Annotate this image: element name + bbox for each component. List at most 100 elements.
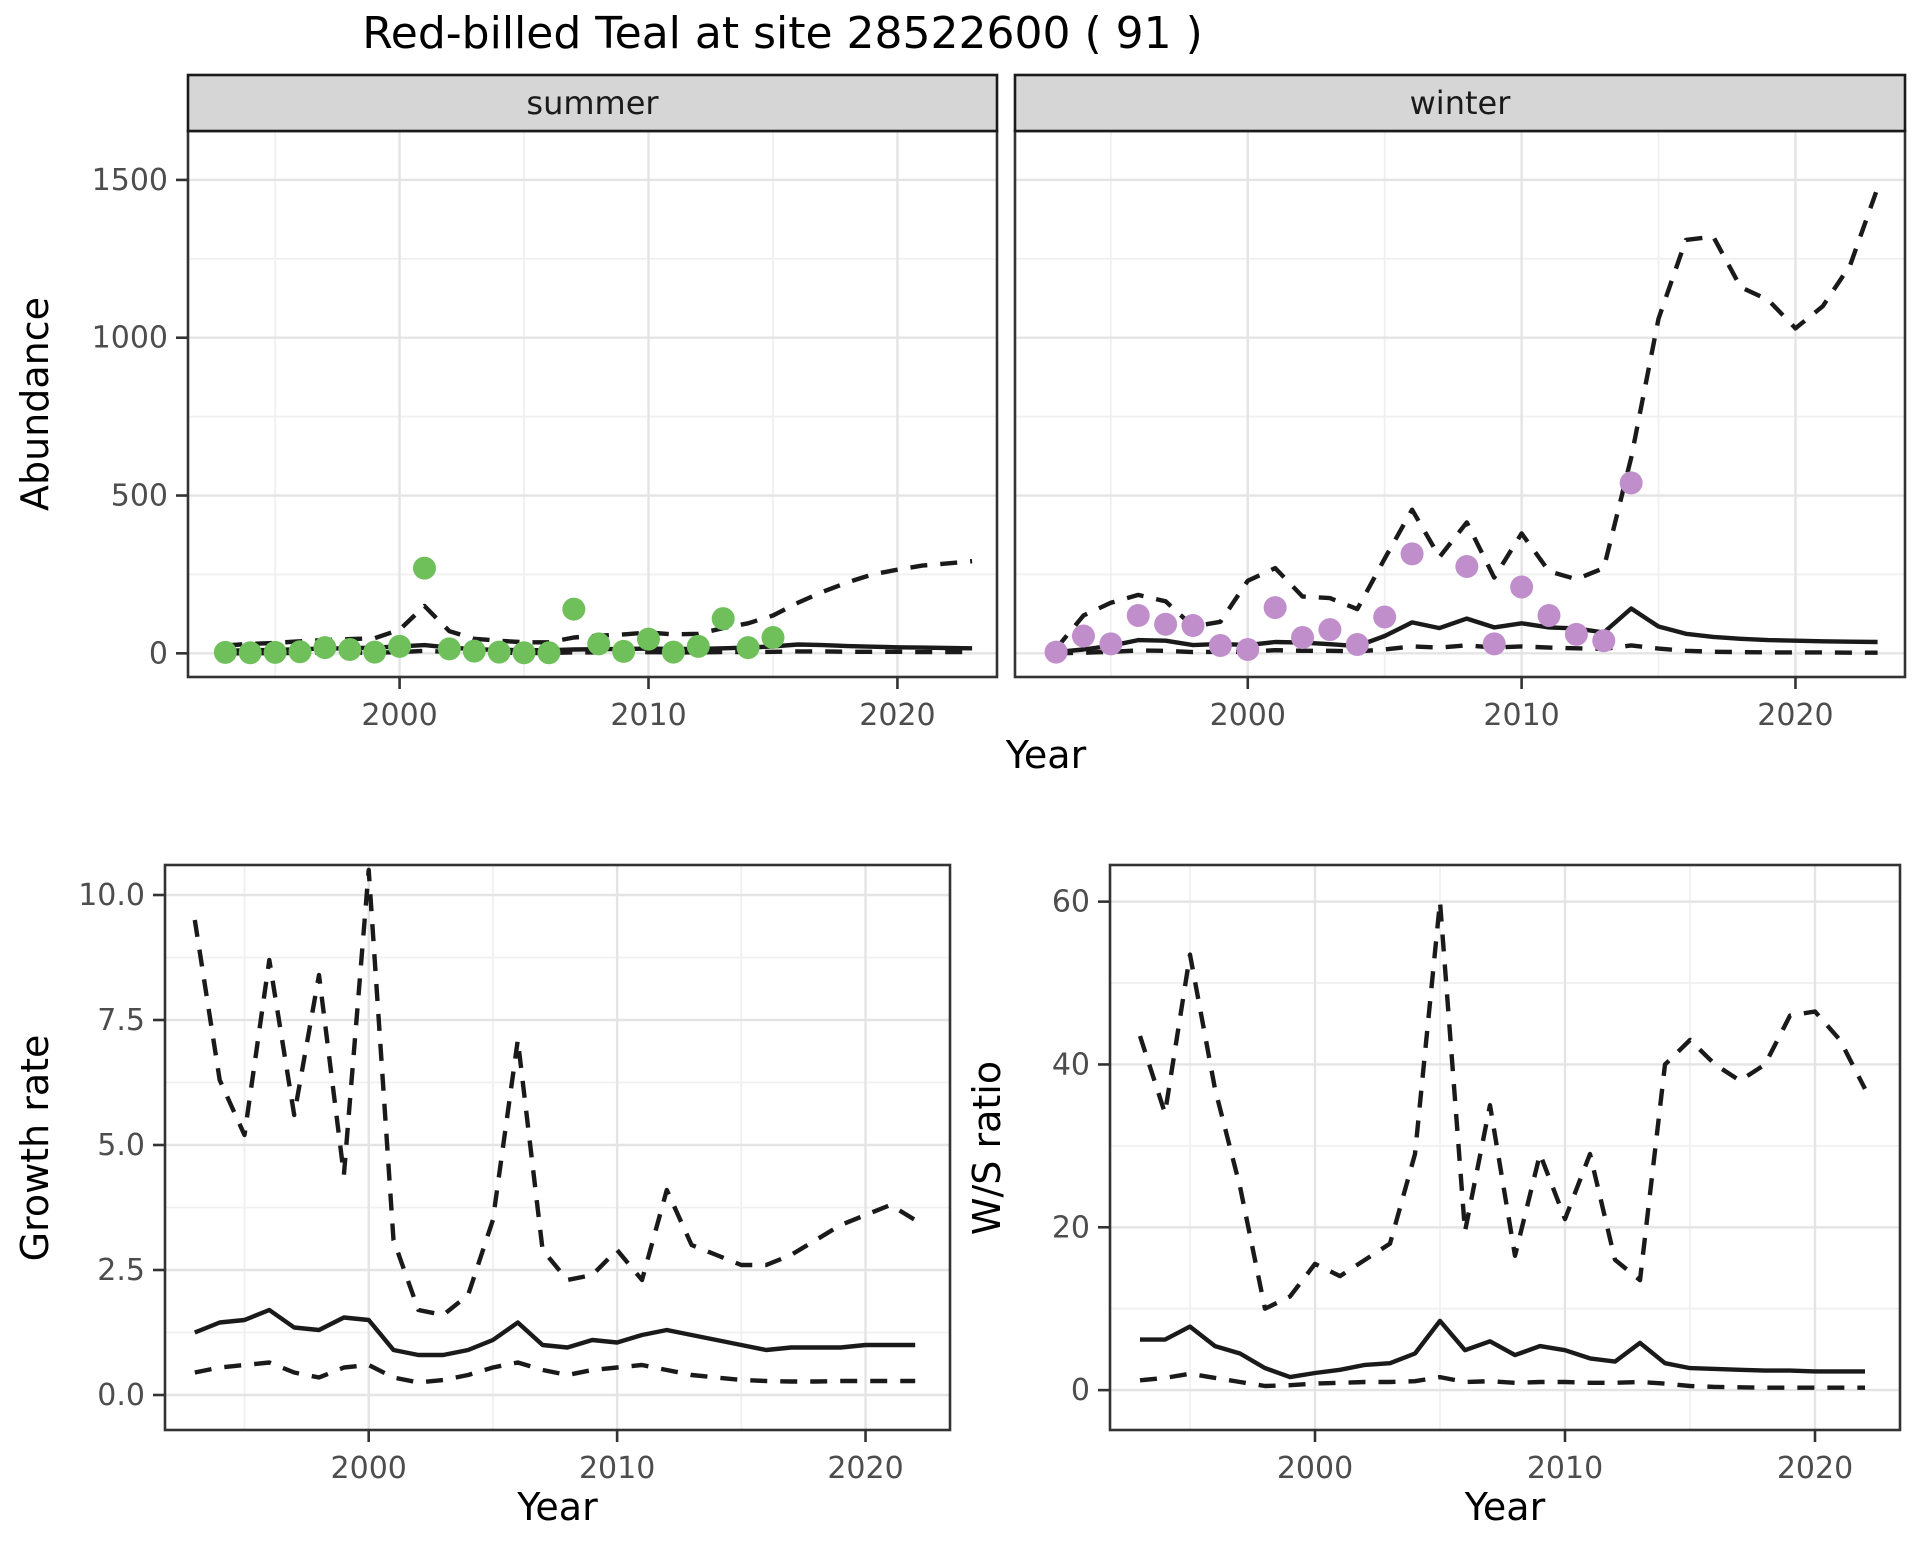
- x-tick-label: 2020: [1757, 698, 1833, 733]
- data-point: [288, 640, 312, 664]
- x-tick-label: 2000: [361, 698, 437, 733]
- y-tick-label: 0.0: [97, 1378, 145, 1413]
- observed-points: [1044, 471, 1643, 664]
- panel-background-growth-rate: [165, 865, 950, 1430]
- data-point: [1537, 603, 1561, 627]
- abundance-facet-chart: summer 2000 2010 2020 0 500 1000 1500 winter 2000…: [13, 73, 1907, 777]
- y-tick-label: 500: [111, 479, 168, 514]
- data-point: [1236, 638, 1260, 662]
- y-tick-label: 40: [1052, 1047, 1090, 1082]
- upper-ci-line: [192, 867, 917, 1318]
- x-axis-title-ratio: Year: [1464, 1485, 1546, 1529]
- data-point: [711, 607, 735, 631]
- facet-strip-summer: [186, 73, 999, 133]
- y-tick-label: 1500: [92, 163, 168, 198]
- facet-strip-label: summer: [526, 84, 659, 122]
- x-tick-label: 2000: [331, 1451, 407, 1486]
- lower-ci-line: [1056, 643, 1878, 656]
- x-tick-label: 2010: [1527, 1451, 1603, 1486]
- data-point: [1208, 633, 1232, 657]
- data-point: [263, 640, 287, 664]
- x-tick-label: 2020: [827, 1451, 903, 1486]
- y-axis-title-abundance: Abundance: [13, 297, 57, 511]
- panel-background-ws-ratio: [1110, 865, 1900, 1430]
- x-axis-title-abundance: Year: [1005, 733, 1087, 777]
- x-tick-label: 2000: [1210, 698, 1286, 733]
- data-point: [1482, 632, 1506, 656]
- data-point: [213, 640, 237, 664]
- data-point: [1044, 640, 1068, 664]
- lower-ci-line: [194, 1360, 916, 1385]
- x-tick-label: 2020: [1777, 1451, 1853, 1486]
- facet-strip-winter: [1013, 73, 1907, 133]
- data-point: [388, 634, 412, 658]
- data-point: [412, 556, 436, 580]
- panel-border: [163, 863, 952, 1432]
- y-tick-label: 1000: [92, 321, 168, 356]
- data-point: [612, 639, 636, 663]
- data-point: [238, 641, 262, 665]
- data-point: [338, 638, 362, 662]
- data-point: [1099, 632, 1123, 656]
- chart-title: Red-billed Teal at site 28522600 ( 91 ): [362, 8, 1203, 59]
- data-point: [562, 597, 586, 621]
- panel-background-abundance-winter: [1015, 131, 1905, 677]
- panel-border: [1108, 863, 1902, 1432]
- data-point: [1181, 614, 1205, 638]
- data-point: [1373, 605, 1397, 629]
- data-point: [587, 632, 611, 656]
- upper-ci-line: [1137, 899, 1867, 1311]
- data-point: [1154, 612, 1178, 636]
- data-point: [1345, 632, 1369, 656]
- data-point: [537, 641, 561, 665]
- panel-abundance-winter: winter 2000 2010 2020: [1013, 73, 1907, 733]
- facet-strip-label: winter: [1410, 84, 1512, 122]
- x-tick-label: 2000: [1277, 1451, 1353, 1486]
- data-point: [512, 641, 536, 665]
- panel-background-abundance-summer: [188, 131, 997, 677]
- x-tick-label: 2010: [579, 1451, 655, 1486]
- data-point: [462, 639, 486, 663]
- data-point: [1126, 603, 1150, 627]
- fit-line: [1055, 606, 1878, 655]
- data-point: [1564, 622, 1588, 646]
- x-tick-label: 2020: [859, 698, 935, 733]
- y-tick-label: 7.5: [97, 1003, 145, 1038]
- y-tick-label: 5.0: [97, 1128, 145, 1163]
- y-tick-label: 0: [1071, 1373, 1090, 1408]
- data-point: [1263, 596, 1287, 620]
- data-point: [487, 640, 511, 664]
- data-point: [1071, 624, 1095, 648]
- data-point: [363, 640, 387, 664]
- data-point: [1400, 542, 1424, 566]
- panel-growth-rate: 2000 2010 2020 0.0 2.5 5.0 7.5 10.0: [78, 863, 952, 1486]
- x-tick-label: 2010: [610, 698, 686, 733]
- data-point: [1291, 626, 1315, 650]
- data-point: [736, 636, 760, 660]
- y-tick-label: 20: [1052, 1210, 1090, 1245]
- observed-points: [213, 556, 785, 665]
- data-point: [637, 627, 661, 651]
- y-tick-label: 2.5: [97, 1253, 145, 1288]
- panel-abundance-summer: summer 2000 2010 2020 0 500 1000 1500: [92, 73, 999, 733]
- data-point: [1510, 575, 1534, 599]
- fit-line: [1140, 1318, 1865, 1380]
- y-tick-label: 0: [149, 636, 168, 671]
- y-axis-title-growth: Growth rate: [13, 1035, 57, 1262]
- data-point: [313, 636, 337, 660]
- y-tick-label: 10.0: [78, 878, 145, 913]
- y-axis-title-ratio: W/S ratio: [965, 1061, 1009, 1235]
- y-tick-label: 60: [1052, 885, 1090, 920]
- data-point: [1592, 629, 1616, 653]
- data-point: [1318, 618, 1342, 642]
- data-point: [686, 634, 710, 658]
- lower-ci-line: [1139, 1371, 1865, 1390]
- x-axis-title-growth: Year: [516, 1485, 598, 1529]
- data-point: [661, 640, 685, 664]
- data-point: [761, 626, 785, 650]
- data-point: [1619, 471, 1643, 495]
- panel-ws-ratio: 2000 2010 2020 0 20 40 60: [1052, 863, 1902, 1486]
- data-point: [1455, 555, 1479, 579]
